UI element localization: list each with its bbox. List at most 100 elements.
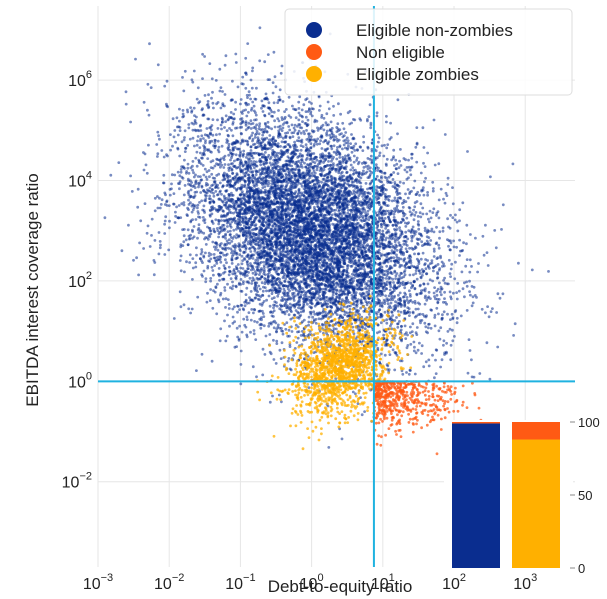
data-point-eligible-non-zombie [169, 148, 173, 152]
data-point-eligible-non-zombie [380, 213, 384, 217]
data-point-eligible-non-zombie [414, 269, 418, 272]
data-point-eligible-non-zombie [446, 183, 450, 186]
data-point-eligible-non-zombie [387, 175, 391, 179]
data-point-eligible-non-zombie [411, 300, 415, 304]
data-point-eligible-non-zombie [267, 101, 271, 105]
data-point-eligible-non-zombie [414, 145, 418, 149]
data-point-eligible-non-zombie [251, 66, 255, 70]
data-point-eligible-non-zombie [248, 247, 251, 251]
data-point-eligible-non-zombie [383, 310, 387, 314]
data-point-eligible-non-zombie [179, 305, 183, 309]
data-point-eligible-non-zombie [449, 343, 453, 347]
data-point-eligible-non-zombie [202, 209, 206, 213]
data-point-eligible-non-zombie [412, 208, 415, 212]
data-point-eligible-non-zombie [134, 57, 137, 61]
data-point-eligible-non-zombie [240, 262, 244, 266]
data-point-eligible-non-zombie [156, 63, 160, 67]
data-point-eligible-non-zombie [397, 258, 400, 262]
data-point-eligible-non-zombie [303, 204, 306, 207]
data-point-eligible-non-zombie [424, 294, 427, 298]
data-point-eligible-non-zombie [150, 217, 154, 221]
data-point-eligible-non-zombie [203, 147, 206, 150]
data-point-eligible-non-zombie [331, 203, 335, 207]
data-point-eligible-non-zombie [281, 136, 285, 140]
data-point-eligible-non-zombie [432, 269, 435, 273]
data-point-eligible-non-zombie [378, 151, 382, 155]
data-point-eligible-non-zombie [433, 324, 437, 328]
data-point-eligible-non-zombie [395, 167, 398, 171]
data-point-eligible-non-zombie [275, 151, 279, 155]
data-point-eligible-non-zombie [385, 318, 389, 322]
data-point-eligible-non-zombie [309, 142, 313, 146]
data-point-eligible-non-zombie [272, 174, 275, 178]
data-point-eligible-non-zombie [381, 229, 385, 233]
data-point-eligible-non-zombie [241, 196, 245, 200]
data-point-eligible-non-zombie [228, 229, 232, 233]
data-point-eligible-non-zombie [150, 234, 153, 237]
data-point-eligible-non-zombie [187, 203, 191, 206]
data-point-eligible-non-zombie [418, 272, 422, 275]
data-point-eligible-non-zombie [258, 277, 261, 281]
data-point-eligible-non-zombie [443, 201, 447, 205]
data-point-eligible-non-zombie [412, 186, 416, 190]
data-point-eligible-non-zombie [432, 291, 436, 295]
data-point-eligible-non-zombie [231, 272, 235, 276]
data-point-eligible-non-zombie [418, 211, 422, 215]
data-point-eligible-non-zombie [337, 208, 341, 212]
data-point-eligible-non-zombie [190, 307, 194, 311]
data-point-eligible-non-zombie [222, 271, 225, 275]
data-point-eligible-non-zombie [205, 178, 209, 181]
data-point-eligible-non-zombie [384, 238, 387, 242]
data-point-eligible-non-zombie [391, 185, 395, 188]
data-point-eligible-non-zombie [164, 215, 168, 219]
data-point-eligible-non-zombie [212, 253, 216, 256]
data-point-eligible-non-zombie [431, 189, 435, 193]
data-point-eligible-non-zombie [404, 337, 408, 340]
data-point-eligible-non-zombie [227, 134, 230, 138]
data-point-eligible-non-zombie [307, 320, 311, 324]
data-point-eligible-non-zombie [208, 194, 212, 198]
data-point-eligible-non-zombie [186, 108, 189, 112]
data-point-eligible-non-zombie [184, 238, 188, 242]
data-point-eligible-non-zombie [197, 185, 200, 189]
data-point-eligible-non-zombie [199, 252, 203, 256]
data-point-eligible-non-zombie [354, 313, 357, 317]
data-point-eligible-non-zombie [301, 145, 305, 149]
data-point-eligible-non-zombie [310, 129, 314, 133]
data-point-eligible-non-zombie [203, 94, 207, 97]
data-point-eligible-non-zombie [360, 173, 364, 177]
data-point-eligible-non-zombie [209, 277, 213, 280]
data-point-eligible-non-zombie [385, 114, 388, 118]
data-point-eligible-non-zombie [225, 261, 228, 265]
data-point-eligible-non-zombie [202, 269, 206, 273]
data-point-eligible-non-zombie [247, 121, 251, 125]
data-point-eligible-non-zombie [214, 218, 218, 222]
data-point-eligible-non-zombie [264, 92, 268, 96]
data-point-eligible-non-zombie [343, 313, 347, 316]
data-point-eligible-non-zombie [417, 223, 421, 227]
data-point-eligible-non-zombie [223, 289, 227, 292]
data-point-eligible-non-zombie [422, 146, 426, 149]
data-point-eligible-non-zombie [247, 311, 251, 314]
data-point-eligible-non-zombie [266, 120, 270, 124]
data-point-eligible-non-zombie [223, 126, 226, 129]
data-point-eligible-non-zombie [126, 223, 130, 227]
data-point-eligible-non-zombie [144, 163, 148, 167]
data-point-eligible-non-zombie [422, 282, 426, 286]
data-point-eligible-non-zombie [176, 147, 180, 151]
data-point-eligible-non-zombie [254, 258, 258, 262]
data-point-eligible-non-zombie [465, 242, 468, 246]
data-point-eligible-non-zombie [427, 264, 430, 268]
data-point-eligible-non-zombie [218, 278, 221, 282]
data-point-eligible-non-zombie [156, 130, 160, 134]
data-point-eligible-non-zombie [262, 324, 266, 328]
data-point-eligible-non-zombie [262, 315, 266, 318]
data-point-eligible-non-zombie [198, 181, 202, 185]
data-point-eligible-non-zombie [199, 123, 203, 127]
data-point-eligible-non-zombie [269, 147, 272, 150]
data-point-eligible-non-zombie [187, 123, 191, 126]
data-point-eligible-non-zombie [383, 289, 386, 293]
data-point-eligible-non-zombie [255, 130, 259, 133]
data-point-eligible-non-zombie [203, 167, 207, 171]
